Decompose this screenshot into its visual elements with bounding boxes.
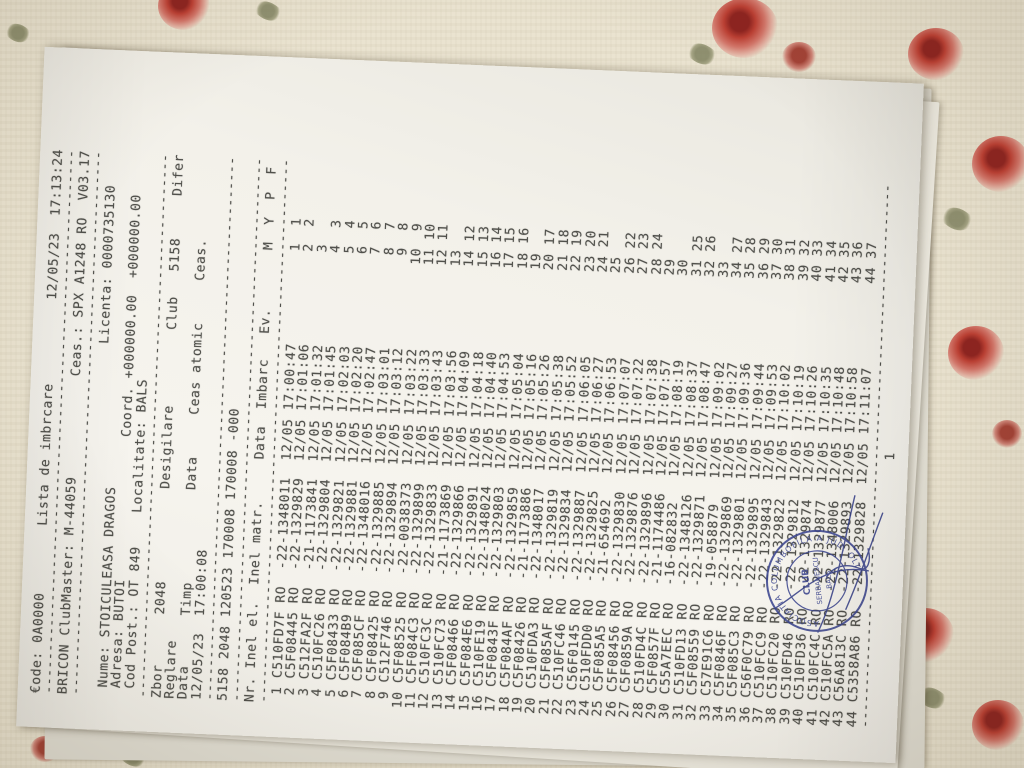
stamp-center-text-1: CLUB <box>801 568 814 595</box>
leaf <box>938 201 976 237</box>
leaf <box>684 37 720 71</box>
rose-bud <box>992 420 1022 448</box>
rose-flower <box>158 0 210 30</box>
stamp-center-text-3: BALS <box>824 570 834 589</box>
rose-bud <box>782 42 816 72</box>
leaf <box>252 0 284 26</box>
rose-flower <box>908 28 964 80</box>
club-stamp: ASOCIATIA COLUMBOFILA A JUD. OLT CLUB SE… <box>765 495 884 633</box>
stamp-inner-ring <box>786 550 848 612</box>
rose-flower <box>948 326 1004 380</box>
signature-scribble <box>774 495 884 633</box>
rose-flower <box>972 136 1024 192</box>
rose-flower <box>712 0 778 58</box>
stamp-outer-ring <box>765 529 868 632</box>
rose-flower <box>972 700 1024 750</box>
stamp-center-text-2: SERBANESCU <box>812 557 825 605</box>
document-paper: €ode: 0A0000 Lista de imbrcare 12/05/23 … <box>16 46 924 764</box>
leaf <box>3 18 33 48</box>
